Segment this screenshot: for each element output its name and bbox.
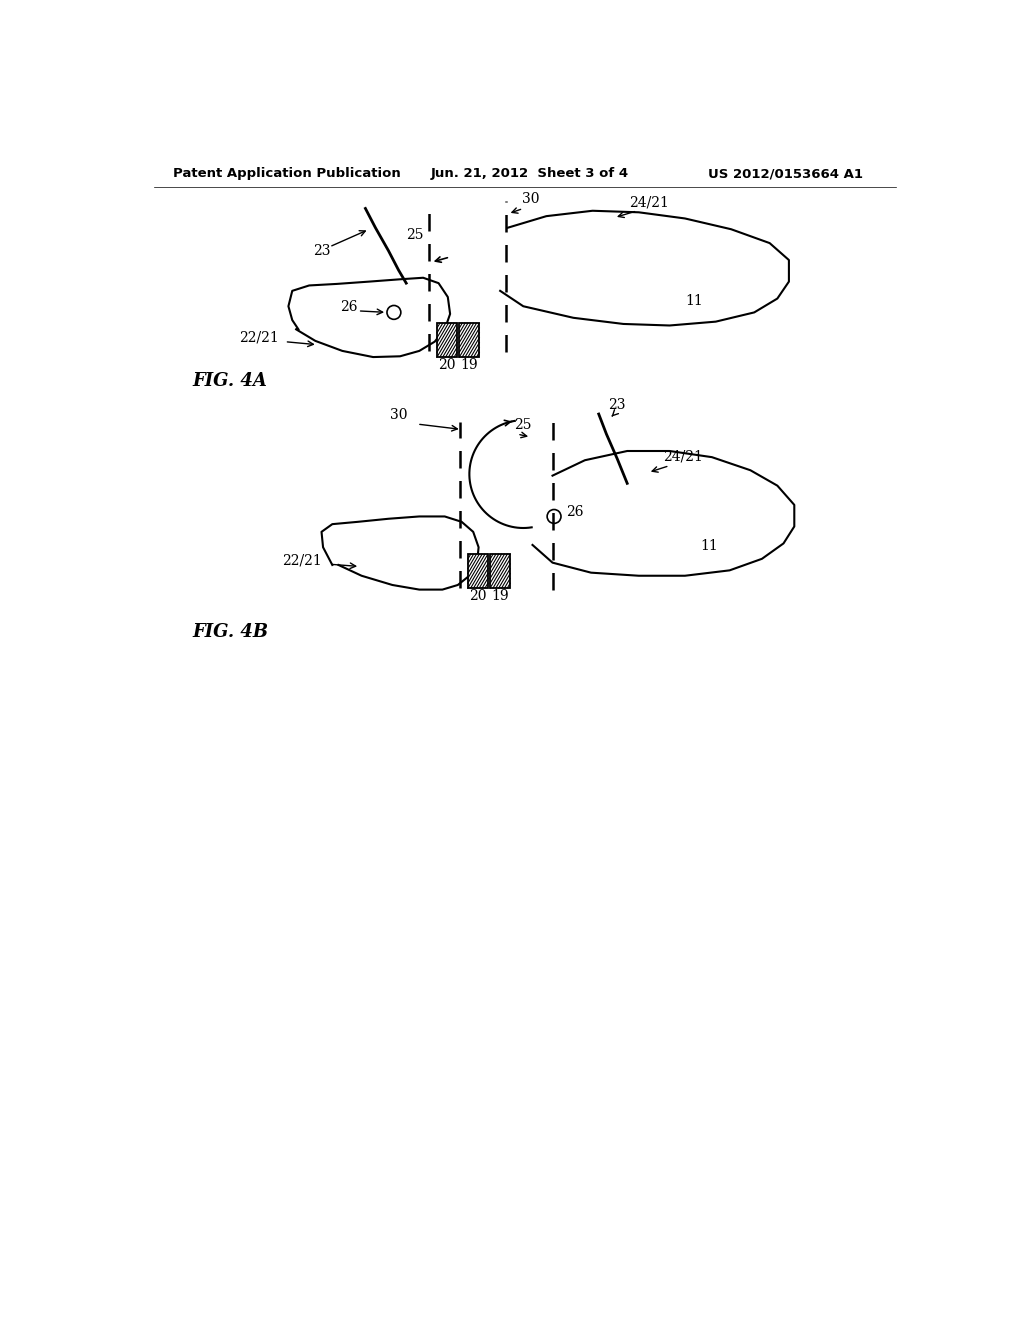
Bar <box>460 323 479 358</box>
Text: 24/21: 24/21 <box>664 449 703 463</box>
Text: FIG. 4A: FIG. 4A <box>193 371 267 389</box>
Text: 20: 20 <box>438 359 456 372</box>
Text: 22/21: 22/21 <box>239 331 279 345</box>
Bar <box>490 554 510 589</box>
Text: 25: 25 <box>407 228 424 243</box>
Text: 20: 20 <box>469 590 486 603</box>
Text: 19: 19 <box>492 590 509 603</box>
Text: US 2012/0153664 A1: US 2012/0153664 A1 <box>708 168 863 181</box>
Text: Patent Application Publication: Patent Application Publication <box>173 168 400 181</box>
Bar <box>468 554 487 589</box>
Text: 26: 26 <box>565 504 583 519</box>
Text: 11: 11 <box>685 294 702 308</box>
Text: 30: 30 <box>390 408 408 421</box>
Text: 23: 23 <box>608 397 626 412</box>
Text: 22/21: 22/21 <box>282 554 322 568</box>
Bar <box>437 323 457 358</box>
Text: 24/21: 24/21 <box>630 195 670 209</box>
Text: 23: 23 <box>312 244 331 257</box>
Text: FIG. 4B: FIG. 4B <box>193 623 268 642</box>
Text: 11: 11 <box>700 539 718 553</box>
Text: 25: 25 <box>514 418 531 433</box>
Text: Jun. 21, 2012  Sheet 3 of 4: Jun. 21, 2012 Sheet 3 of 4 <box>431 168 629 181</box>
Text: 19: 19 <box>461 359 478 372</box>
Text: 30: 30 <box>521 193 540 206</box>
Text: 26: 26 <box>340 300 357 314</box>
